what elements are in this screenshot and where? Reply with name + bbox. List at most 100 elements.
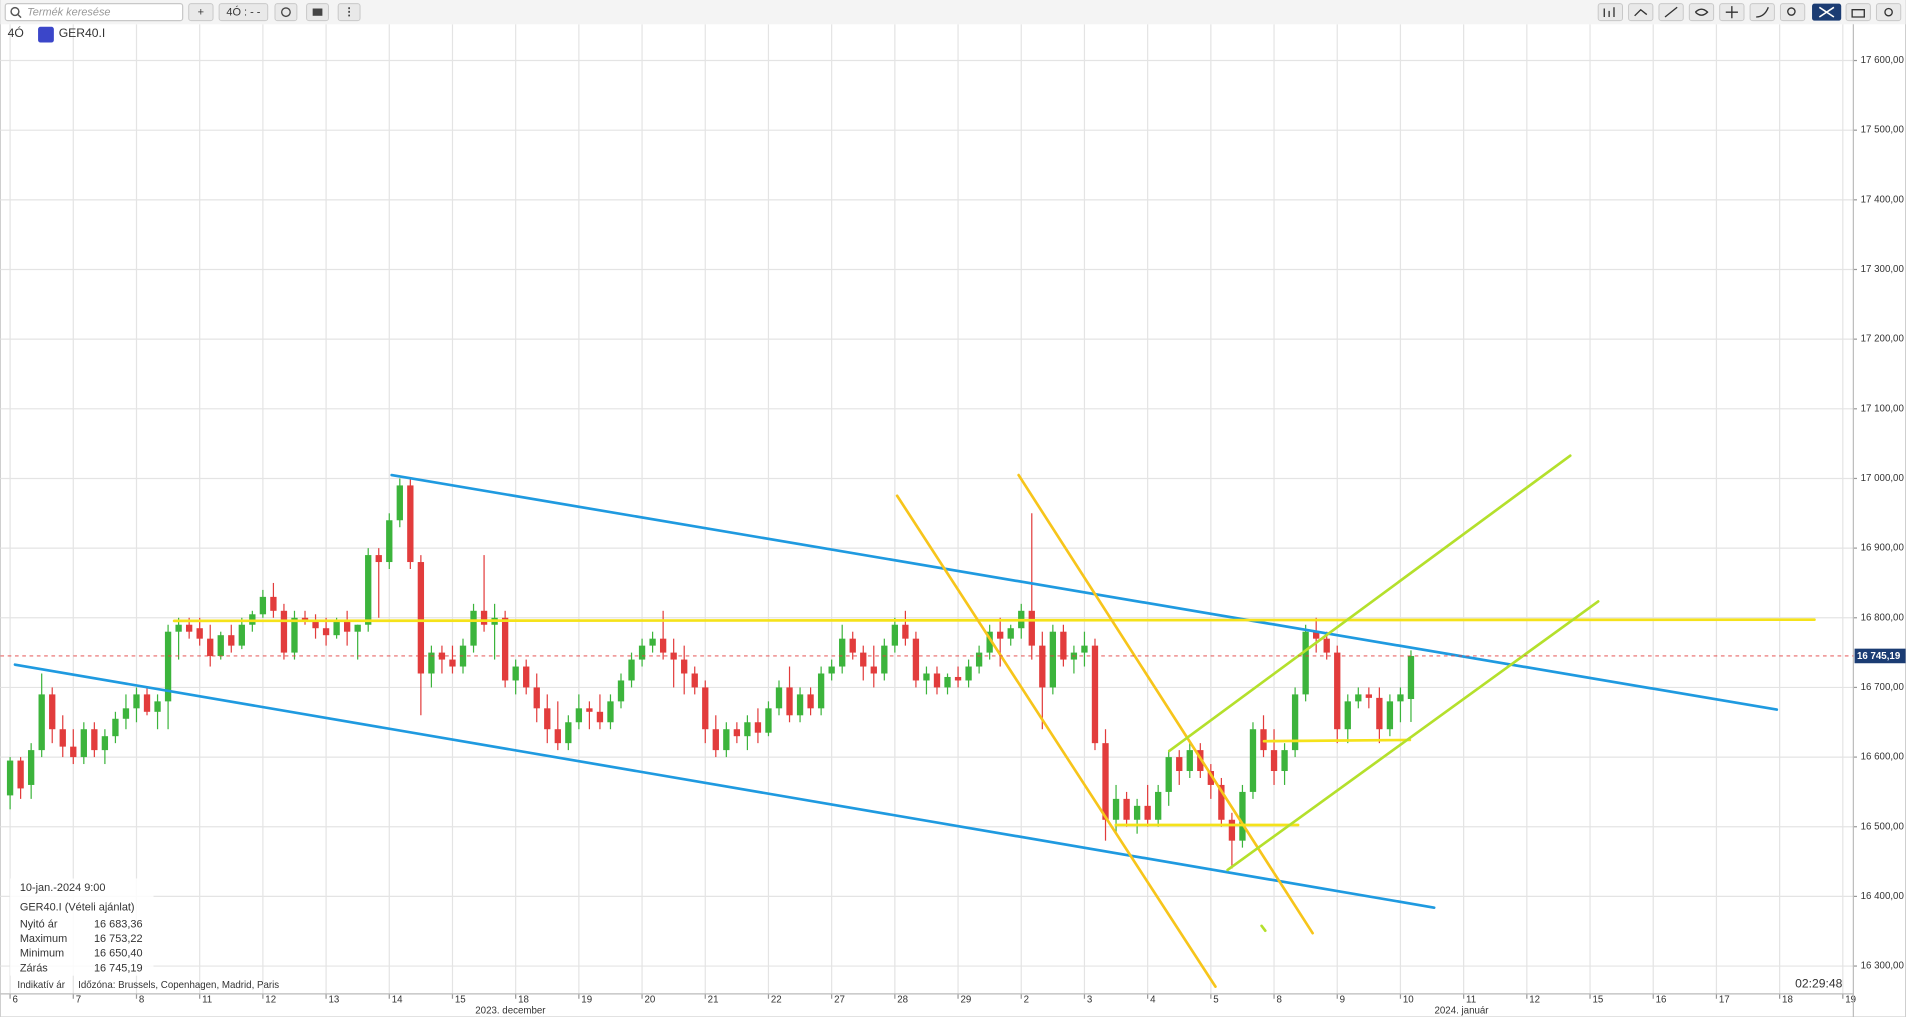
candle-body — [1281, 750, 1288, 772]
candle-layer — [6, 478, 1415, 869]
candle-body — [754, 722, 762, 733]
candle-body — [912, 638, 920, 681]
candle-body — [796, 694, 804, 716]
candle-body — [1218, 784, 1225, 820]
candle-body — [101, 736, 109, 751]
candle-body — [480, 610, 488, 625]
candle-body — [1133, 805, 1141, 820]
candle-body — [1186, 750, 1193, 772]
x-tick-label: 28 — [897, 995, 908, 1006]
candle-body — [396, 485, 403, 521]
candle-body — [1376, 697, 1383, 730]
right-toolbar — [1597, 3, 1902, 22]
info-rows: Nyitó ár 16 683,36 Maximum 16 753,22 Minimum… — [20, 919, 143, 975]
trend-line[interactable] — [1017, 473, 1314, 935]
candle-body — [17, 760, 24, 789]
candle-body — [1344, 701, 1351, 730]
candle-body — [112, 718, 119, 737]
horizontal-line[interactable] — [1262, 738, 1412, 743]
candle-body — [1049, 631, 1057, 688]
y-tick-label: 16 700,00 — [1861, 682, 1905, 693]
chart-type-button[interactable] — [1597, 3, 1623, 22]
candle-body — [259, 596, 267, 615]
candle-body — [407, 485, 414, 563]
scale-button[interactable] — [1749, 3, 1775, 22]
candle-body — [1270, 750, 1278, 772]
candle-body — [59, 729, 66, 747]
y-tick-label: 16 900,00 — [1861, 543, 1905, 554]
candle-body — [902, 624, 909, 639]
trend-line[interactable] — [895, 494, 1217, 988]
search-placeholder: Termék keresése — [27, 7, 110, 19]
x-tick-label: 15 — [1592, 995, 1603, 1006]
y-tick-label: 17 400,00 — [1861, 194, 1905, 205]
y-tick-label: 16 500,00 — [1861, 821, 1905, 832]
search-box[interactable] — [4, 3, 184, 22]
clock: 02:29:48 — [1795, 976, 1843, 990]
x-tick-label: 21 — [708, 995, 719, 1006]
candle-body — [312, 621, 319, 629]
candle-body — [343, 621, 351, 632]
x-tick-label: 8 — [1276, 995, 1281, 1006]
indicator-button[interactable] — [1628, 3, 1654, 22]
info-value: 16 753,22 — [94, 933, 143, 945]
trend-line[interactable] — [1226, 600, 1600, 872]
candle-body — [659, 638, 667, 653]
candle-body — [575, 708, 583, 723]
x-tick-label: 5 — [1213, 995, 1218, 1006]
horizontal-line[interactable] — [172, 618, 1816, 623]
info-value: 16 650,40 — [94, 948, 143, 960]
x-tick-label: 22 — [771, 995, 782, 1006]
candle-body — [775, 687, 783, 709]
x-tick-label: 9 — [1340, 995, 1345, 1006]
candle-body — [185, 624, 193, 632]
candle-body — [365, 555, 372, 625]
candle-body — [143, 694, 151, 712]
candle-body — [702, 687, 709, 730]
info-instrument: GER40.I (Vételi ajánlat) — [20, 902, 135, 914]
y-tick-label: 17 300,00 — [1861, 264, 1905, 275]
candle-body — [1260, 729, 1267, 751]
info-value: 16 745,19 — [94, 962, 143, 974]
settings-button[interactable] — [1875, 3, 1902, 22]
candle-body — [839, 638, 846, 667]
refresh-button[interactable] — [274, 3, 298, 22]
grid-layer — [0, 24, 1854, 994]
candle-body — [1081, 645, 1088, 653]
candle-body — [975, 652, 983, 667]
candle-body — [1407, 655, 1415, 700]
x-tick-label: 29 — [960, 995, 971, 1006]
candle-body — [291, 617, 298, 653]
candle-body — [997, 631, 1004, 639]
zoom-button[interactable] — [1779, 3, 1806, 22]
candle-body — [501, 617, 509, 681]
candle-body — [628, 659, 635, 681]
candle-body — [965, 666, 972, 681]
candle-body — [386, 520, 393, 563]
x-tick-label: 14 — [392, 995, 403, 1006]
candle-body — [91, 729, 98, 751]
trend-line[interactable] — [13, 663, 1436, 909]
y-tick-label: 17 200,00 — [1861, 334, 1905, 345]
candle-body — [1239, 791, 1246, 841]
trend-line[interactable] — [390, 473, 1779, 711]
y-tick-label: 17 600,00 — [1861, 55, 1905, 66]
candle-body — [1039, 645, 1046, 688]
trend-line[interactable] — [1167, 454, 1572, 753]
add-button[interactable] — [188, 3, 214, 22]
period-label: 2023. december — [475, 1005, 546, 1016]
candle-body — [638, 645, 646, 660]
camera-button[interactable] — [1845, 3, 1871, 22]
candle-body — [881, 645, 888, 674]
candle-body — [849, 638, 856, 653]
timeframe-label: 4Ó — [8, 25, 24, 40]
trend-line[interactable] — [1260, 924, 1267, 933]
view-button[interactable] — [1688, 3, 1715, 22]
candle-body — [1112, 798, 1120, 820]
timeframe-button[interactable] — [218, 3, 269, 22]
info-date: 10-jan.-2024 9:00 — [20, 882, 106, 894]
candle-body — [1386, 701, 1394, 730]
candle-body — [1102, 743, 1109, 820]
candle-body — [70, 746, 77, 758]
